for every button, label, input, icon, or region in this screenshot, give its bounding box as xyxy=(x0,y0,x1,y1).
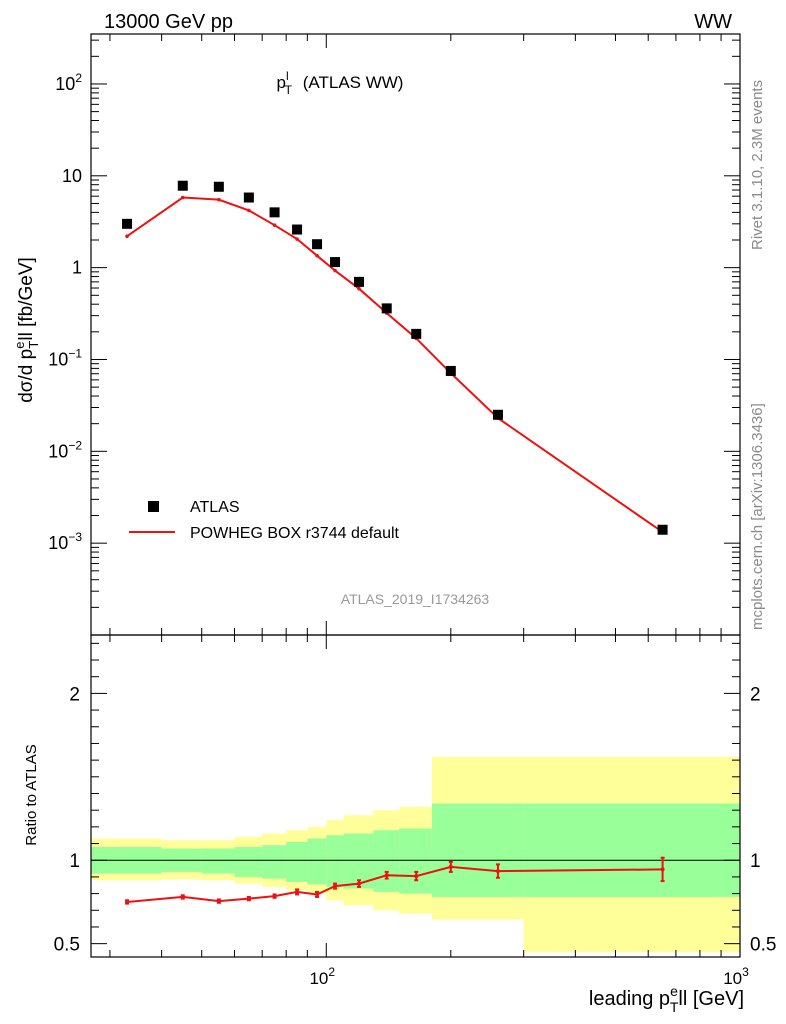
ratio-point xyxy=(125,899,130,904)
data-point xyxy=(354,276,365,287)
ratio-point xyxy=(216,899,221,904)
data-point xyxy=(177,180,188,191)
ratio-point xyxy=(333,884,338,889)
main-ylabel: dσ/d peTll [fb/GeV] xyxy=(12,257,41,403)
ratio-point xyxy=(448,864,453,869)
band-inner xyxy=(201,848,235,874)
data-point xyxy=(330,257,341,268)
x-axis-label: leading pe Tll [GeV] xyxy=(589,983,744,1015)
header-left: 13000 GeV pp xyxy=(104,11,233,33)
data-point xyxy=(122,218,133,229)
y-tick-label: 10−2 xyxy=(48,438,82,461)
ratio-point xyxy=(357,881,362,886)
data-point xyxy=(312,239,323,250)
ratio-point xyxy=(384,873,389,878)
mc-line xyxy=(126,196,664,533)
side-label-bottom: mcplots.cern.ch [arXiv:1306.3436] xyxy=(749,403,766,630)
ratio-y-tick-label-left: 2 xyxy=(69,684,80,705)
mc-point xyxy=(125,234,129,238)
ratio-y-tick-label-right: 0.5 xyxy=(750,935,776,956)
legend-marker-atlas xyxy=(148,501,159,512)
ratio-point xyxy=(315,892,320,897)
data-point xyxy=(243,192,254,203)
watermark: ATLAS_2019_I1734263 xyxy=(341,591,490,607)
x-tick-label: 102 xyxy=(309,965,335,988)
mc-point xyxy=(272,223,277,227)
y-tick-label: 102 xyxy=(55,71,82,94)
ratio-y-tick-label-right: 2 xyxy=(750,684,761,705)
y-tick-label: 1 xyxy=(72,258,82,278)
ratio-y-tick-label-right: 1 xyxy=(750,851,761,872)
legend-label-mc: POWHEG BOX r3744 default xyxy=(190,525,400,542)
band-inner xyxy=(307,838,327,885)
ratio-frame xyxy=(90,634,741,958)
ratio-point xyxy=(246,896,251,901)
band-inner xyxy=(234,846,263,877)
main-title: pl T (ATLAS WW) xyxy=(277,69,404,97)
main-panel: pl T (ATLAS WW) ATLAS_2019_I1734263 10−3 1… xyxy=(12,33,741,636)
ratio-point xyxy=(272,894,277,899)
band-inner xyxy=(262,845,287,879)
ratio-point xyxy=(414,874,419,879)
data-point xyxy=(445,365,456,376)
y-tick-label: 10−3 xyxy=(48,530,82,553)
band-inner xyxy=(326,835,344,887)
mc-point xyxy=(357,286,361,291)
ratio-point xyxy=(660,867,665,872)
mc-point xyxy=(295,237,299,241)
data-point xyxy=(411,328,422,339)
mc-point xyxy=(333,268,337,273)
data-point xyxy=(269,207,280,218)
data-point xyxy=(381,303,392,314)
ratio-point xyxy=(495,869,500,874)
band-inner xyxy=(286,841,308,882)
ratio-y-tick-label-left: 0.5 xyxy=(54,935,80,956)
ratio-point xyxy=(295,889,300,894)
header-right: WW xyxy=(694,11,732,33)
mc-point xyxy=(247,208,251,213)
mc-point xyxy=(217,197,221,202)
data-point xyxy=(292,224,303,235)
x-tick-label: 103 xyxy=(723,965,749,988)
band-inner xyxy=(373,830,400,892)
legend-label-atlas: ATLAS xyxy=(190,499,240,516)
side-label-top: Rivet 3.1.10, 2.3M events xyxy=(749,80,766,250)
band-inner xyxy=(431,803,524,897)
band-inner xyxy=(523,803,740,897)
data-point xyxy=(213,181,224,192)
ratio-line xyxy=(126,865,663,903)
ratio-ylabel: Ratio to ATLAS xyxy=(23,744,40,845)
data-point xyxy=(657,524,668,535)
ratio-y-tick-label-left: 1 xyxy=(69,851,80,872)
mc-point xyxy=(315,253,319,258)
data-point xyxy=(492,409,503,420)
y-tick-label: 10−1 xyxy=(48,346,82,369)
y-tick-label: 10 xyxy=(62,166,82,186)
mc-point xyxy=(180,195,185,200)
ratio-point xyxy=(180,894,185,899)
band-inner xyxy=(399,828,432,894)
legend: ATLAS POWHEG BOX r3744 default xyxy=(129,499,400,542)
